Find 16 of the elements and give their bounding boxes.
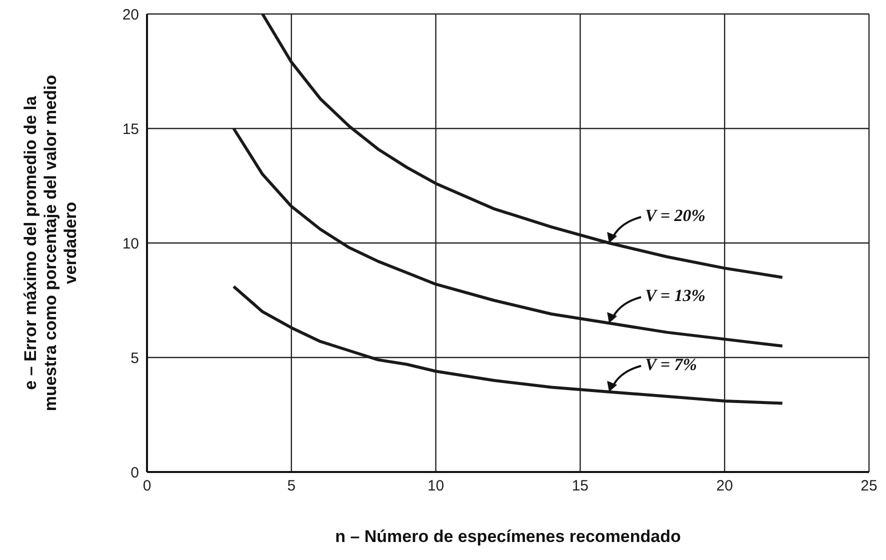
annotation: V = 20% bbox=[645, 206, 706, 225]
x-tick-label: 10 bbox=[427, 478, 444, 495]
annotation: V = 7% bbox=[645, 354, 697, 374]
y-tick-label: 15 bbox=[122, 120, 139, 138]
annotation: V = 13% bbox=[645, 286, 706, 306]
x-tick-label: 5 bbox=[287, 478, 296, 495]
y-tick-label: 5 bbox=[130, 350, 139, 367]
x-tick-label: 20 bbox=[716, 478, 733, 495]
y-tick-label: 10 bbox=[122, 235, 139, 252]
x-tick-label: 0 bbox=[142, 478, 152, 495]
y-tick-label: 20 bbox=[122, 6, 139, 24]
x-tick-label: 15 bbox=[572, 478, 589, 495]
y-axis-title: e – Error máximo del promedio de la muestra como porcentaje del valor medio verdadero bbox=[21, 74, 80, 412]
x-tick-label: 25 bbox=[860, 478, 878, 495]
x-axis-title: n – Número de especímenes recomendado bbox=[335, 527, 681, 546]
y-tick-label: 0 bbox=[130, 464, 139, 482]
